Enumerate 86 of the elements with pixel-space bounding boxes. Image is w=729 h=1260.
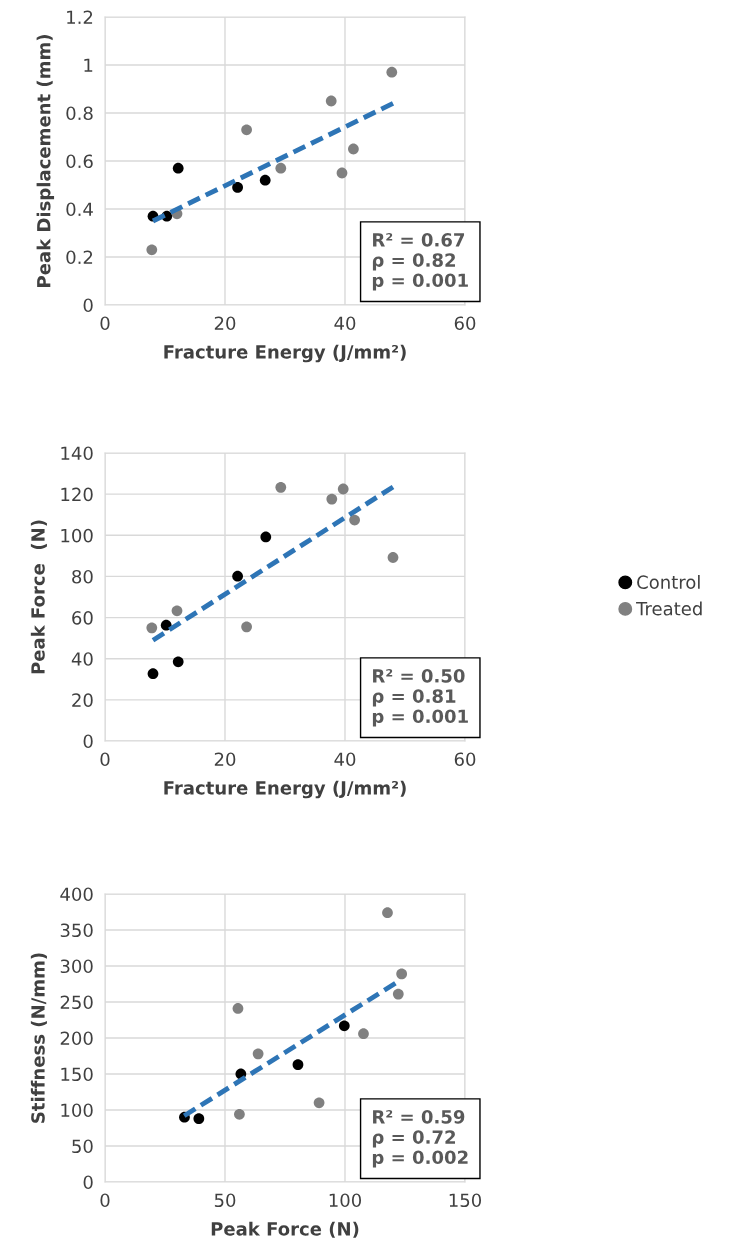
point — [147, 668, 159, 680]
y-tick-label: 0.8 — [66, 106, 93, 121]
point — [259, 174, 271, 186]
annotation: p = 0.001 — [372, 273, 468, 291]
point — [241, 124, 252, 136]
point — [349, 514, 360, 526]
point — [275, 481, 287, 493]
y-tick-label: 0.6 — [66, 154, 93, 169]
point — [232, 182, 243, 193]
x-axis-title: Fracture Energy (J/mm²) — [164, 344, 406, 363]
point — [234, 1108, 245, 1120]
point — [260, 531, 272, 543]
y-tick-label: 20 — [72, 693, 93, 707]
y-tick-label: 350 — [60, 923, 93, 938]
y-axis-title: Stiffness (N/mm) — [30, 953, 47, 1123]
annotation: R² = 0.59 — [373, 1110, 465, 1124]
y-tick-label: 250 — [60, 995, 93, 1010]
annotation: p = 0.002 — [372, 1150, 468, 1168]
point — [325, 95, 337, 107]
legend-label: Treated — [636, 601, 702, 616]
point — [386, 66, 398, 78]
y-tick-label: 0 — [83, 1175, 93, 1190]
point — [193, 1113, 205, 1125]
y-tick-label: 0 — [83, 734, 93, 749]
x-tick-label: 0 — [100, 1193, 110, 1208]
point — [241, 621, 252, 633]
point — [387, 552, 399, 563]
y-tick-label: 200 — [60, 1031, 93, 1046]
point — [146, 244, 158, 256]
point — [292, 1059, 304, 1071]
point — [275, 162, 287, 174]
x-tick-label: 100 — [329, 1193, 362, 1208]
x-tick-label: 0 — [100, 752, 110, 767]
x-axis-title: Peak Force (N) — [211, 1221, 359, 1238]
y-tick-label: 150 — [61, 1067, 93, 1082]
y-tick-label: 100 — [61, 1103, 93, 1118]
annotation: ρ = 0.81 — [372, 689, 456, 707]
y-tick-label: 400 — [60, 887, 93, 902]
y-tick-label: 60 — [72, 611, 93, 625]
y-tick-label: 80 — [72, 569, 93, 584]
x-tick-label: 50 — [214, 1193, 236, 1208]
y-tick-label: 120 — [61, 487, 93, 502]
point — [348, 143, 359, 155]
x-tick-label: 20 — [214, 316, 236, 331]
x-tick-label: 60 — [454, 316, 476, 331]
point — [252, 1048, 264, 1060]
annotation: R² = 0.67 — [373, 233, 465, 247]
point — [232, 1003, 244, 1014]
point — [337, 483, 349, 495]
x-tick-label: 40 — [334, 316, 356, 331]
y-tick-label: 0.2 — [66, 250, 93, 265]
point — [146, 622, 158, 634]
y-tick-label: 1.2 — [67, 10, 93, 24]
y-tick-label: 0.4 — [66, 202, 93, 217]
y-tick-label: 40 — [71, 652, 93, 666]
point — [232, 570, 243, 582]
point — [172, 162, 184, 174]
point — [396, 968, 408, 980]
y-axis-title: Peak Force (N) — [30, 520, 47, 674]
point — [172, 656, 184, 668]
annotation: p = 0.001 — [372, 709, 468, 727]
y-tick-label: 100 — [61, 528, 93, 543]
x-tick-label: 0 — [100, 316, 110, 331]
legend-label: Control — [637, 575, 700, 589]
y-tick-label: 1 — [84, 58, 93, 72]
y-tick-label: 300 — [60, 959, 93, 974]
y-tick-label: 50 — [72, 1139, 93, 1154]
y-tick-label: 0 — [83, 298, 93, 313]
x-tick-label: 20 — [214, 752, 236, 767]
x-axis-title: Fracture Energy (J/mm²) — [164, 780, 406, 799]
point — [382, 907, 393, 919]
annotation: R² = 0.50 — [373, 669, 465, 683]
point — [326, 493, 338, 505]
annotation: ρ = 0.82 — [372, 253, 455, 271]
point — [313, 1097, 325, 1109]
point — [392, 988, 404, 1000]
point — [336, 167, 348, 179]
annotation: ρ = 0.72 — [372, 1130, 455, 1148]
x-tick-label: 40 — [334, 752, 356, 767]
x-tick-label: 60 — [454, 752, 476, 767]
point — [338, 1020, 350, 1032]
point — [358, 1028, 369, 1040]
point — [171, 605, 183, 617]
y-axis-title: Peak Displacement (mm) — [36, 35, 55, 287]
x-tick-label: 150 — [449, 1193, 482, 1208]
y-tick-label: 140 — [61, 446, 93, 461]
